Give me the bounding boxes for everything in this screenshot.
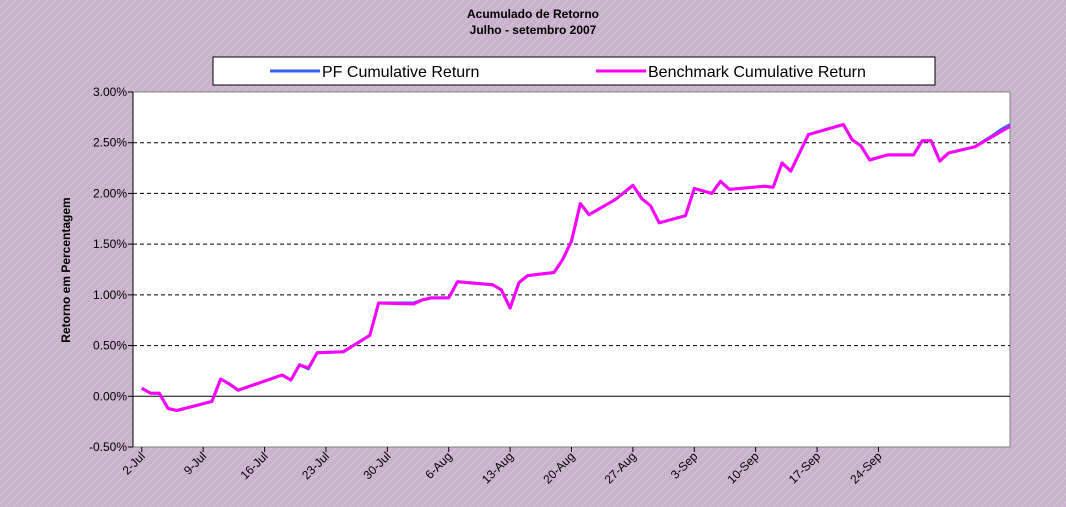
y-axis-label: Retorno em Percentagem: [59, 197, 73, 342]
legend-label: PF Cumulative Return: [322, 64, 479, 81]
y-tick-label: 0.50%: [93, 339, 127, 353]
y-tick-label: 2.50%: [93, 136, 127, 150]
series-line: [141, 123, 1011, 412]
y-tick-label: 1.00%: [93, 288, 127, 302]
y-tick-label: 1.50%: [93, 237, 127, 251]
chart-title: Acumulado de Retorno: [467, 7, 599, 21]
y-tick-label: 3.00%: [93, 85, 127, 99]
legend: [212, 56, 936, 86]
plot-area: [132, 91, 1011, 448]
chart-subtitle: Julho - setembro 2007: [470, 23, 597, 37]
y-tick-label: 2.00%: [93, 186, 127, 200]
y-tick-label: 0.00%: [93, 389, 127, 403]
legend-label: Benchmark Cumulative Return: [648, 64, 866, 81]
y-tick-label: -0.50%: [89, 440, 127, 454]
